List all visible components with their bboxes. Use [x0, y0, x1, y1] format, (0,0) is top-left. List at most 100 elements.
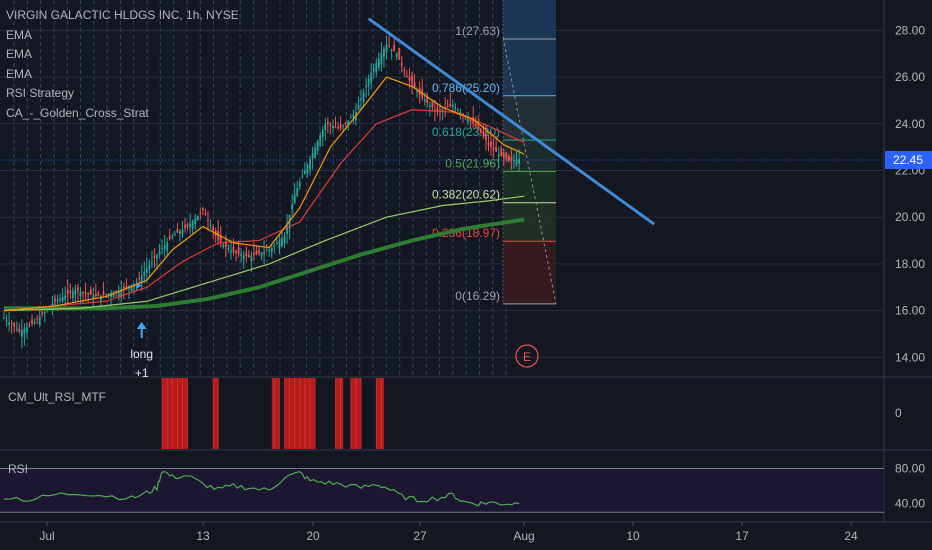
candle-body	[189, 223, 192, 228]
candle-body	[59, 298, 61, 301]
candle-body	[31, 319, 33, 324]
candle-body	[339, 124, 342, 129]
candle-body	[217, 230, 220, 241]
rsi-pane-label: RSI	[8, 462, 29, 476]
fib-band	[503, 39, 556, 96]
candle-body	[184, 224, 186, 229]
rsi-mtf-tick-label: 0	[895, 406, 902, 420]
candle-body	[107, 293, 110, 295]
candle-body	[500, 148, 503, 156]
candle-body	[209, 225, 212, 227]
candle-body	[117, 290, 120, 297]
legend-ema-2[interactable]: EMA	[6, 47, 33, 61]
candle-body	[232, 246, 235, 253]
candle-body	[163, 245, 166, 249]
candle-body	[191, 221, 194, 229]
candle-body	[247, 254, 250, 257]
legend-ema-3[interactable]: EMA	[6, 66, 33, 81]
candle-body	[140, 275, 143, 284]
candle-body	[490, 141, 492, 148]
candle-body	[291, 204, 294, 210]
candle-body	[459, 112, 462, 114]
candle-body	[74, 289, 77, 295]
price-tick-label: 26.00	[895, 70, 925, 84]
candle-body	[413, 82, 416, 88]
candle-body	[301, 176, 304, 178]
rsi-mtf-bar	[162, 378, 168, 449]
legend-ema-1[interactable]: EMA	[6, 27, 33, 42]
candle-body	[166, 242, 169, 251]
candle-body	[454, 107, 457, 110]
rsi-mtf-bar	[271, 378, 280, 449]
signal-sub-label: +1	[135, 366, 149, 380]
candle-body	[38, 317, 41, 325]
candle-body	[395, 53, 398, 58]
candle-body	[426, 96, 429, 103]
candle-body	[100, 295, 102, 301]
candle-body	[207, 219, 209, 221]
candle-body	[10, 323, 13, 325]
candle-body	[441, 109, 444, 111]
candle-body	[260, 252, 263, 257]
candle-body	[337, 126, 339, 128]
candle-body	[278, 240, 281, 249]
candle-body	[253, 253, 255, 256]
candle-body	[451, 105, 454, 107]
candle-body	[306, 164, 309, 174]
candle-body	[82, 292, 84, 294]
candle-body	[18, 328, 21, 332]
candle-body	[102, 291, 105, 295]
legend-golden-cross-strat[interactable]: CA_-_Golden_Cross_Strat	[6, 105, 149, 120]
rsi-band	[0, 468, 884, 513]
symbol-title: VIRGIN GALACTIC HLDGS INC, 1h, NYSE	[6, 8, 239, 22]
candle-body	[372, 67, 375, 72]
candle-body	[41, 312, 44, 315]
candle-body	[477, 121, 480, 129]
price-tick-label: 28.00	[895, 23, 925, 37]
candle-body	[224, 241, 227, 247]
candle-body	[380, 53, 383, 65]
candle-body	[212, 227, 214, 231]
time-tick-label: 13	[196, 529, 210, 543]
candle-body	[270, 247, 273, 253]
candle-body	[161, 248, 163, 250]
candle-body	[26, 326, 28, 333]
rsi-mtf-bar	[376, 378, 384, 449]
candle-body	[84, 292, 87, 294]
candle-body	[245, 252, 248, 257]
chart-legend: VIRGIN GALACTIC HLDGS INC, 1h, NYSE EMA …	[6, 6, 239, 123]
candle-body	[319, 135, 322, 146]
candle-body	[23, 328, 26, 335]
candle-body	[97, 292, 100, 297]
candle-body	[375, 63, 378, 73]
candle-body	[5, 319, 8, 321]
signal-label: long	[130, 347, 153, 361]
fib-level-label: 0.5(21.96)	[445, 156, 500, 170]
ema-slow-line	[3, 195, 525, 312]
candle-body	[151, 261, 153, 263]
earnings-marker-label: E	[523, 350, 531, 364]
candle-body	[250, 256, 253, 262]
ema-fast-line	[3, 76, 525, 312]
candle-body	[388, 45, 390, 47]
candle-body	[309, 158, 311, 170]
candle-body	[13, 322, 16, 327]
candle-body	[403, 69, 406, 72]
rsi-line	[3, 470, 520, 507]
trendline	[367, 17, 656, 226]
candle-body	[196, 215, 199, 221]
candle-body	[329, 124, 332, 126]
candle-body	[293, 193, 296, 204]
last-price-label: 22.45	[893, 153, 923, 167]
candle-body	[347, 120, 350, 126]
candle-body	[431, 99, 434, 108]
candle-body	[505, 152, 508, 160]
last-price-badge	[885, 150, 932, 169]
legend-rsi-strategy[interactable]: RSI Strategy	[6, 86, 75, 100]
candle-body	[469, 118, 472, 122]
candle-body	[513, 159, 515, 161]
candle-body	[360, 98, 362, 101]
candle-body	[145, 268, 148, 273]
candle-body	[112, 292, 115, 298]
